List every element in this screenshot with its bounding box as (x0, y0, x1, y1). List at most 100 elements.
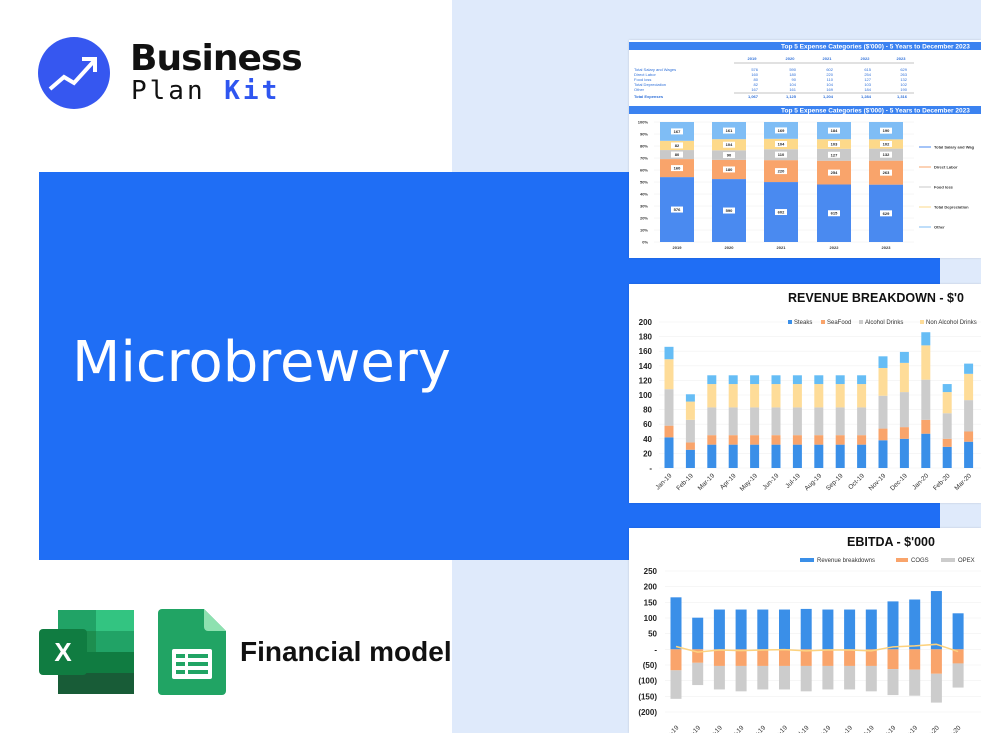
y-tick-label: 160 (639, 347, 653, 356)
opex-bar (779, 665, 790, 690)
x-tick-label: Mar-19 (697, 472, 717, 492)
bar-segment (750, 444, 760, 468)
table-cell: 167 (751, 87, 758, 92)
data-label-box (775, 127, 787, 134)
table-cell: 190 (900, 87, 907, 92)
bar-segment (835, 435, 845, 445)
y-tick-label: (150) (638, 692, 657, 701)
table-total-cell: 1,067 (748, 94, 759, 99)
table-cell: 127 (864, 77, 871, 82)
data-label: 82 (675, 143, 680, 148)
legend-marker (800, 558, 814, 562)
bar-segment (664, 389, 674, 426)
bar-segment (685, 401, 695, 420)
financial-model-label: Financial model (240, 636, 452, 667)
opex-bar (670, 670, 682, 699)
opex-bar (735, 665, 747, 692)
table-row-label: Total Salary and Wages (634, 67, 676, 72)
x-tick-label: May-19 (747, 724, 768, 733)
x-tick-label: Feb-19 (683, 724, 703, 733)
bar-segment (942, 413, 952, 439)
cogs-bar (909, 649, 921, 670)
legend-label: Steaks (794, 320, 812, 326)
data-label-box (775, 168, 787, 175)
y-tick-label: 20 (643, 449, 652, 458)
expense-categories-card: Top 5 Expense Categories ($'000) - 5 Yea… (629, 40, 981, 258)
revenue-bar (952, 613, 964, 650)
cogs-bar (692, 649, 704, 663)
legend-marker (941, 558, 955, 562)
bar-segment (814, 435, 824, 445)
data-label: 169 (778, 128, 785, 133)
table-header-bar (629, 42, 981, 50)
legend-marker (788, 320, 792, 324)
cogs-bar (822, 649, 834, 666)
opex-bar (692, 662, 704, 686)
x-tick-label: Dec-19 (889, 472, 909, 492)
cogs-bar (844, 649, 856, 666)
chart-title: EBITDA - $'000 (847, 535, 935, 549)
revenue-bar (692, 617, 704, 650)
y-tick-label: 200 (644, 583, 658, 592)
bar-segment (728, 435, 738, 445)
legend-label: Direct Labor (934, 165, 958, 170)
table-total-label: Total Expenses (634, 94, 664, 99)
bar-segment (771, 375, 781, 385)
bar-segment (857, 384, 867, 408)
cogs-bar (713, 649, 725, 666)
data-label-box (880, 210, 892, 217)
y-tick-label: 0% (642, 240, 648, 245)
bar-segment (942, 438, 952, 447)
table-cell: 161 (789, 87, 796, 92)
x-tick-label: May-19 (739, 472, 760, 493)
cogs-bar (779, 649, 790, 666)
bar-segment (664, 425, 674, 438)
x-tick-label: Apr-19 (719, 472, 738, 491)
y-tick-label: - (649, 464, 652, 473)
data-label: 110 (778, 152, 785, 157)
data-label-box (671, 142, 683, 149)
table-cell: 102 (900, 82, 907, 87)
table-total-cell: 1,316 (897, 94, 908, 99)
brand-plan: Plan (131, 76, 206, 106)
table-cell: 169 (826, 87, 833, 92)
bar-segment (750, 435, 760, 445)
bar-segment (857, 407, 867, 436)
bar-segment (728, 444, 738, 468)
bar-segment (899, 392, 909, 428)
x-tick-label: 2020 (725, 245, 735, 250)
bar-segment (899, 438, 909, 468)
table-row-label: Other (634, 87, 645, 92)
y-tick-label: - (654, 645, 657, 654)
legend-label: Alcohol Drinks (865, 320, 903, 326)
table-cell: 220 (826, 72, 833, 77)
table-cell: 160 (751, 72, 758, 77)
x-tick-label: Feb-19 (675, 472, 695, 492)
x-tick-label: 2019 (673, 245, 683, 250)
revenue-bar (822, 609, 834, 650)
data-label-box (775, 151, 787, 158)
table-cell: 104 (789, 82, 796, 87)
x-tick-label: Oct-19 (847, 472, 866, 491)
bar-segment (857, 444, 867, 468)
bar-segment (814, 375, 824, 385)
revenue-bar (887, 601, 899, 650)
bar-segment (921, 332, 931, 346)
x-tick-label: Jan-20 (922, 724, 941, 733)
data-label-box (775, 209, 787, 216)
table-column-header: 2019 (748, 56, 758, 61)
bar-segment (792, 435, 802, 445)
x-tick-label: Sep-19 (834, 724, 854, 733)
cogs-bar (887, 649, 899, 670)
x-tick-label: Aug-19 (813, 724, 833, 733)
bar-segment (664, 437, 674, 468)
bar-segment (685, 419, 695, 443)
data-label: 180 (726, 167, 733, 172)
data-label-box (671, 206, 683, 213)
y-tick-label: 40% (640, 192, 648, 197)
table-cell: 82 (754, 82, 759, 87)
bar-segment (878, 395, 888, 429)
data-label-box (671, 151, 683, 158)
excel-icon: X (39, 609, 135, 700)
x-tick-label: Jan-19 (654, 472, 673, 491)
